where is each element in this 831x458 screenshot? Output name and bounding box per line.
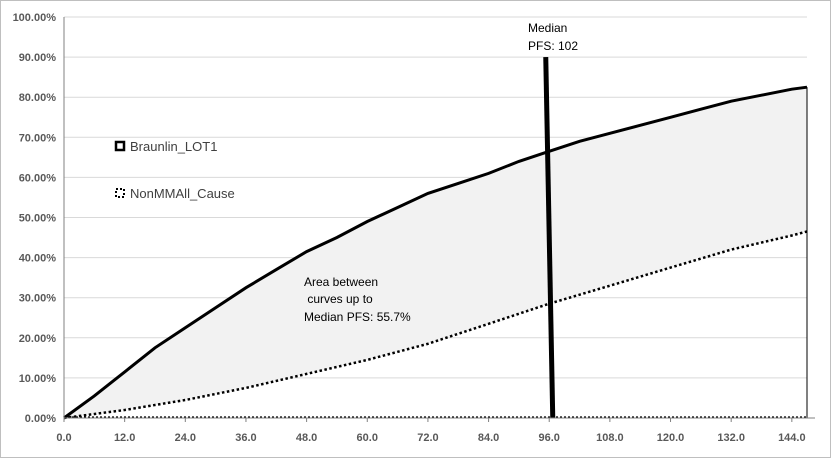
y-tick-label: 0.00% — [25, 413, 56, 425]
y-tick-label: 50.00% — [19, 213, 57, 225]
area-label-line-2: curves up to — [304, 292, 373, 306]
x-tick-label: 84.0 — [478, 432, 499, 444]
x-tick-label: 0.0 — [56, 432, 71, 444]
legend: Braunlin_LOT1 NonMMAll_Cause — [114, 139, 235, 201]
area-annotation: Area between curves up to Median PFS: 55… — [304, 275, 411, 324]
y-tick-label: 100.00% — [13, 12, 57, 24]
x-tick-label: 24.0 — [175, 432, 196, 444]
y-tick-label: 60.00% — [19, 172, 57, 184]
legend-swatch-solid — [114, 140, 126, 152]
area-label-line-3: Median PFS: 55.7% — [304, 310, 411, 324]
y-tick-label: 20.00% — [19, 333, 57, 345]
x-tick-label: 12.0 — [114, 432, 135, 444]
area-between-curves — [64, 87, 807, 418]
legend-label: NonMMAll_Cause — [130, 186, 235, 201]
median-annotation: Median PFS: 102 — [528, 21, 578, 53]
y-tick-label: 40.00% — [19, 253, 57, 265]
y-tick-label: 10.00% — [19, 373, 57, 385]
legend-label: Braunlin_LOT1 — [130, 139, 217, 154]
x-tick-label: 96.0 — [539, 432, 560, 444]
x-tick-label: 132.0 — [717, 432, 745, 444]
median-pfs-line — [543, 57, 556, 419]
legend-item-braunlin-lot1: Braunlin_LOT1 — [114, 139, 217, 154]
legend-swatch-dotted — [115, 188, 125, 198]
y-tick-label: 70.00% — [19, 132, 57, 144]
x-tick-label: 36.0 — [235, 432, 256, 444]
x-tick-label: 72.0 — [417, 432, 438, 444]
y-tick-label: 80.00% — [19, 92, 57, 104]
x-tick-label: 48.0 — [296, 432, 317, 444]
area-label-line-1: Area between — [304, 275, 378, 289]
series-line-braunlin-lot1 — [63, 85, 808, 420]
x-tick-label: 120.0 — [657, 432, 685, 444]
y-tick-label: 90.00% — [19, 52, 57, 64]
x-tick-label: 108.0 — [596, 432, 624, 444]
x-tick-label: 144.0 — [778, 432, 806, 444]
legend-item-nonmmall-cause: NonMMAll_Cause — [115, 186, 235, 201]
y-tick-label: 30.00% — [19, 293, 57, 305]
x-tick-label: 60.0 — [357, 432, 378, 444]
median-label-line-1: Median — [528, 21, 567, 35]
median-label-line-2: PFS: 102 — [528, 39, 578, 53]
